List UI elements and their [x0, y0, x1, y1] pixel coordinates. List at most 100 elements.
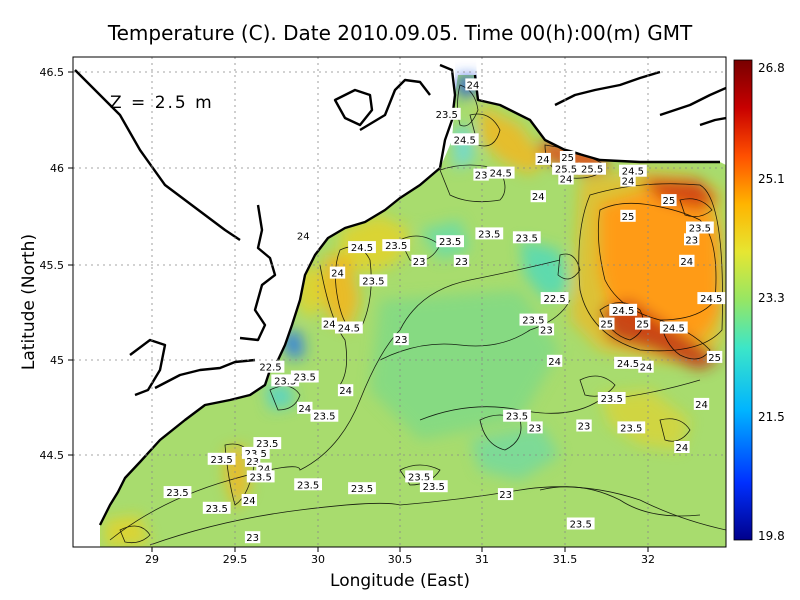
contour-label-background: [295, 229, 311, 242]
contour-label: 24: [323, 320, 336, 331]
grid-lines: [73, 57, 726, 547]
contour-label: 23: [540, 325, 553, 336]
contour-label: 25: [600, 320, 613, 331]
contour-label: 24: [243, 496, 256, 507]
contour-label: 25: [622, 212, 635, 223]
contour-label-background: [619, 164, 647, 177]
contour-label-background: [348, 482, 376, 495]
contour-label-background: [620, 209, 636, 222]
contour-label-background: [614, 356, 642, 369]
contour-label-background: [436, 235, 464, 248]
contour-label-background: [503, 409, 531, 422]
contour-label-background: [576, 419, 592, 432]
contour-label-background: [538, 323, 555, 336]
x-ticks: [151, 547, 649, 552]
x-tick-label: 31: [475, 553, 489, 566]
colorbar-label: 21.5: [758, 410, 785, 424]
contour-label-background: [558, 172, 574, 185]
colorbar-label: 23.3: [758, 291, 785, 305]
y-tick-label: 45.5: [40, 259, 65, 272]
contour-label: 24.5: [338, 324, 360, 335]
contour-label: 23.5: [250, 472, 272, 483]
x-tick-labels: 29 29.5 30 30.5 31 31.5 32: [145, 553, 655, 566]
y-ticks: [68, 71, 73, 456]
contour-label: 25.5: [581, 165, 603, 176]
contour-label-background: [566, 517, 595, 530]
contour-label-background: [697, 292, 726, 305]
contour-label: 23.5: [206, 504, 228, 515]
contour-label-background: [419, 480, 448, 493]
contour-label: 24.5: [454, 135, 476, 146]
contour-label-background: [207, 452, 236, 465]
contour-label-background: [620, 174, 636, 187]
contour-label-background: [661, 194, 677, 207]
x-tick-label: 29.5: [223, 553, 248, 566]
contour-label: 23: [685, 235, 698, 246]
contour-label-background: [684, 233, 700, 246]
contour-label-background: [552, 162, 580, 175]
contour-label-background: [382, 239, 411, 252]
contour-label: 23.5: [439, 237, 461, 248]
contour-label-background: [473, 168, 489, 181]
contour-label-background: [359, 274, 388, 287]
contour-label: 24.5: [612, 306, 634, 317]
contour-label: 25: [708, 353, 721, 364]
contour-label: 24: [676, 443, 689, 454]
contour-label-background: [337, 384, 354, 397]
contour-label: 24: [297, 231, 310, 242]
contour-label-background: [241, 494, 257, 506]
contour-label-background: [253, 437, 282, 450]
contour-label: 25: [663, 196, 676, 207]
contour-label: 24: [467, 80, 480, 91]
contour-label-background: [693, 397, 710, 410]
contour-label: 25.5: [555, 165, 577, 176]
contour-label-background: [512, 231, 541, 244]
contour-label-background: [559, 151, 576, 163]
contour-label-background: [335, 321, 363, 334]
contour-label: 24: [622, 177, 635, 188]
contour-label-background: [321, 317, 337, 330]
contour-label-background: [486, 166, 515, 179]
colorbar-label-max: 26.8: [758, 61, 785, 75]
contour-label-background: [246, 470, 275, 483]
contour-label-background: [706, 350, 723, 363]
contour-label-background: [256, 360, 285, 373]
contour-label-background: [530, 190, 546, 203]
colorbar-gradient: [733, 59, 753, 541]
contour-label: 23: [246, 533, 259, 544]
contour-label-background: [659, 321, 688, 334]
contour-label-background: [519, 313, 548, 326]
contour-label: 24.5: [617, 359, 639, 370]
contour-label-background: [163, 486, 192, 499]
contour-label-background: [465, 78, 481, 91]
contour-label: 23.5: [689, 224, 711, 235]
contour-label: 23: [475, 171, 488, 182]
contour-label-background: [497, 488, 514, 501]
contour-label: 24: [640, 363, 653, 374]
map-title: Temperature (C). Date 2010.09.05. Time 0…: [107, 21, 693, 45]
x-tick-label: 32: [641, 553, 655, 566]
contour-label: 24: [331, 269, 344, 280]
contour-label-background: [348, 241, 376, 254]
x-axis-label: Longitude (East): [330, 571, 470, 591]
coastline: [74, 63, 726, 526]
colorbar-label-min: 19.8: [758, 529, 785, 543]
land-west: [73, 57, 455, 547]
contour-label: 23: [578, 422, 591, 433]
contour-label-background: [546, 354, 563, 367]
contour-label: 23: [529, 423, 542, 434]
contour-label: 23: [246, 457, 259, 468]
contour-label: 24: [298, 404, 311, 415]
contour-label-background: [686, 221, 714, 234]
contour-label-background: [527, 421, 543, 434]
contour-label-background: [432, 107, 461, 120]
contour-label-background: [617, 421, 646, 434]
contour-label-background: [674, 441, 690, 453]
contour-label-background: [475, 227, 504, 240]
contour-label-background: [405, 470, 433, 483]
y-axis-label: Latitude (North): [19, 234, 39, 370]
contour-label: 23.5: [210, 455, 232, 466]
contour-label: 23: [499, 490, 512, 501]
contour-label-background: [540, 292, 569, 305]
